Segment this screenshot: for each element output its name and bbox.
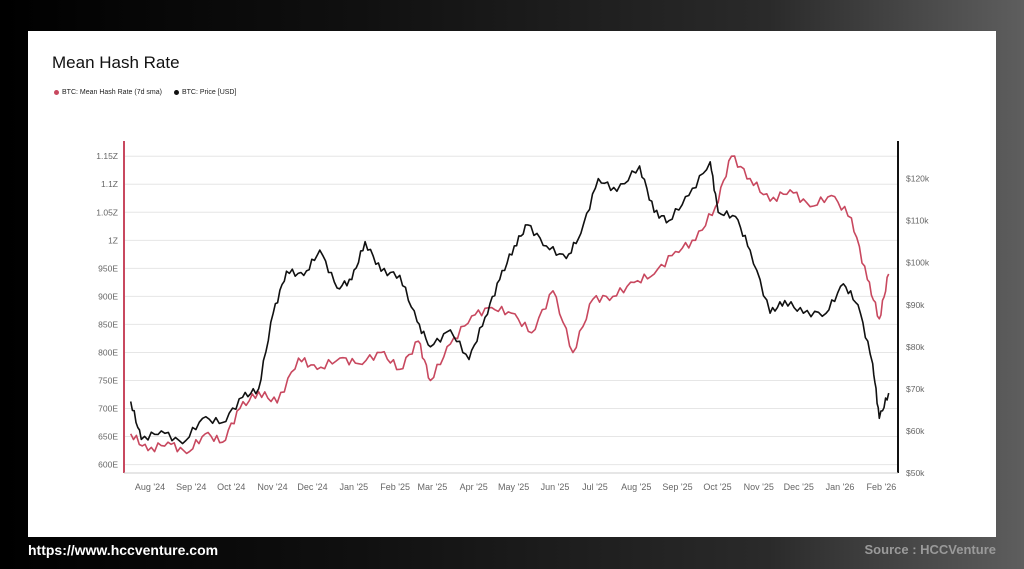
y-right-tick-label: $60k — [906, 426, 925, 436]
y-right-tick-label: $80k — [906, 342, 925, 352]
y-left-tick-label: 750E — [98, 375, 118, 385]
x-tick-label: Dec '25 — [784, 482, 814, 492]
x-tick-label: Apr '25 — [460, 482, 488, 492]
y-left-tick-label: 650E — [98, 432, 118, 442]
x-tick-label: Oct '25 — [703, 482, 731, 492]
chart-legend: BTC: Mean Hash Rate (7d sma) BTC: Price … — [54, 89, 236, 96]
legend-dot-hashrate-icon — [54, 90, 59, 95]
chart-card: Mean Hash Rate BTC: Mean Hash Rate (7d s… — [28, 31, 996, 537]
chart-title: Mean Hash Rate — [52, 53, 180, 72]
x-tick-label: Aug '25 — [621, 482, 651, 492]
y-left-tick-label: 1.1Z — [101, 179, 118, 189]
legend-item-price[interactable]: BTC: Price [USD] — [173, 89, 237, 96]
series-line-price — [129, 161, 890, 445]
footer-source: Source : HCCVenture — [864, 542, 996, 557]
legend-dot-price-icon — [173, 90, 179, 95]
x-tick-label: Aug '24 — [135, 482, 165, 492]
y-left-tick-label: 700E — [98, 404, 118, 414]
legend-label-price: BTC: Price [USD] — [181, 89, 237, 96]
y-left-tick-label: 1.15Z — [96, 151, 118, 161]
x-tick-label: May '25 — [498, 482, 529, 492]
x-tick-label: Jul '25 — [582, 482, 608, 492]
x-tick-label: Feb '25 — [380, 482, 410, 492]
y-left-tick-label: 1Z — [108, 235, 118, 245]
y-right-tick-label: $100k — [906, 258, 930, 268]
x-tick-label: Oct '24 — [217, 482, 245, 492]
x-tick-label: Jan '25 — [339, 482, 368, 492]
footer-url[interactable]: https://www.hccventure.com — [28, 542, 219, 558]
y-right-tick-label: $90k — [906, 300, 925, 310]
y-left-tick-label: 600E — [98, 460, 118, 470]
y-right-tick-label: $120k — [906, 174, 930, 184]
series-line-hashrate — [129, 155, 890, 455]
y-left-tick-label: 950E — [98, 263, 118, 273]
y-right-tick-label: $70k — [906, 384, 925, 394]
y-right-tick-label: $110k — [906, 216, 929, 226]
x-tick-label: Jan '26 — [826, 482, 855, 492]
legend-label-hashrate: BTC: Mean Hash Rate (7d sma) — [62, 89, 162, 96]
x-tick-label: Jun '25 — [541, 482, 570, 492]
x-tick-label: Sep '25 — [662, 482, 692, 492]
y-left-tick-label: 850E — [98, 319, 118, 329]
y-right-tick-label: $50k — [906, 468, 925, 478]
y-left-tick-label: 900E — [98, 291, 118, 301]
y-left-tick-label: 800E — [98, 347, 118, 357]
chart-svg: 600E 650E 700E 750E 800E 850E 900E 950E 1Z 1.05Z 1… — [96, 141, 930, 492]
x-tick-label: Sep '24 — [176, 482, 206, 492]
y-left-tick-label: 1.05Z — [96, 207, 118, 217]
x-tick-label: Nov '25 — [744, 482, 774, 492]
legend-item-hashrate[interactable]: BTC: Mean Hash Rate (7d sma) — [54, 89, 162, 96]
x-tick-label: Nov '24 — [257, 482, 287, 492]
x-tick-label: Feb '26 — [866, 482, 896, 492]
x-tick-label: Dec '24 — [297, 482, 327, 492]
x-tick-label: Mar '25 — [418, 482, 448, 492]
